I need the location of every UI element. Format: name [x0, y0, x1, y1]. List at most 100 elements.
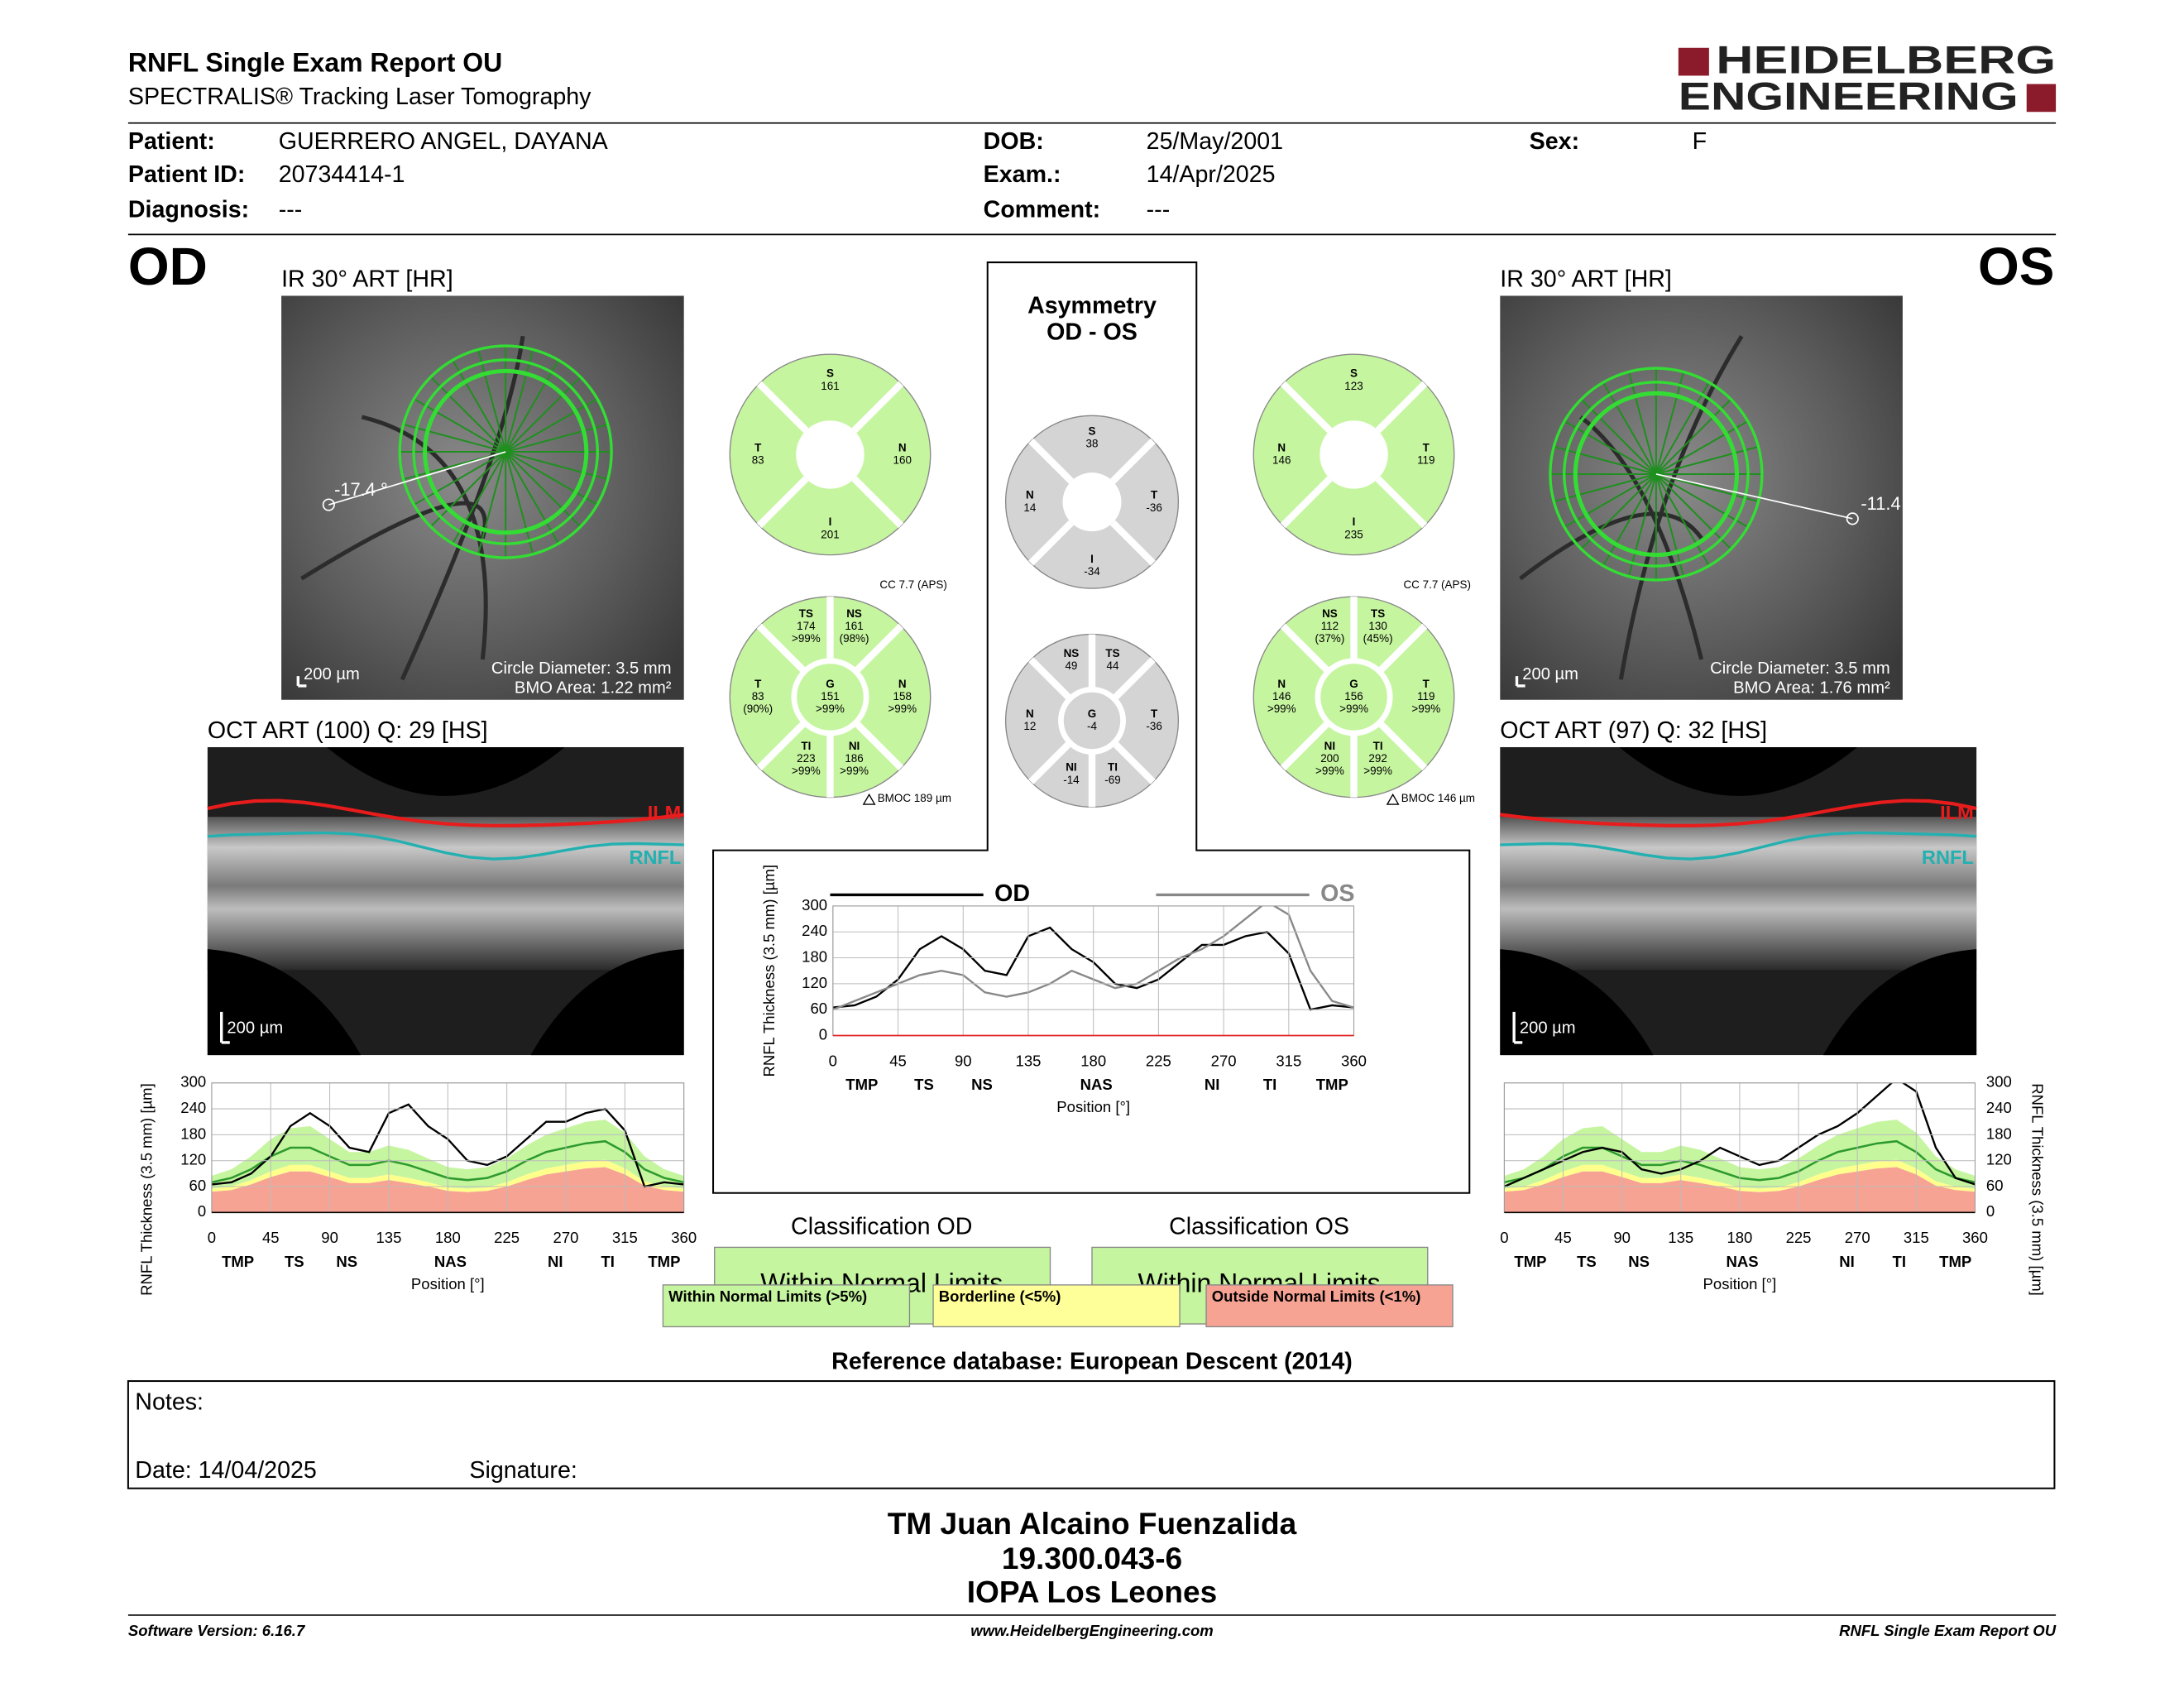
sector-label: I	[1090, 553, 1094, 565]
sector-center	[1320, 420, 1388, 489]
vessel	[300, 501, 487, 581]
vessel	[361, 415, 488, 660]
sector-tick-label: TI	[601, 1253, 614, 1270]
sector-divider	[1110, 438, 1156, 484]
image-title: OCT ART (97) Q: 32 [HS]	[1500, 717, 1767, 744]
notes-signature: Signature:	[469, 1457, 577, 1484]
y-tick-label: 0	[1986, 1202, 1995, 1220]
sector-label: N	[1277, 678, 1286, 690]
sector-value: 49	[1065, 659, 1077, 672]
cc-label: CC 7.7 (APS)	[1403, 578, 1471, 591]
sector-pct: >99%	[840, 765, 869, 777]
x-axis-label: Position [°]	[1703, 1275, 1777, 1292]
sector-label: T	[754, 678, 762, 690]
report-title: RNFL Single Exam Report OU	[128, 47, 502, 77]
sector-value: -36	[1146, 501, 1161, 514]
sector-value: -69	[1104, 774, 1120, 786]
x-tick-label: 270	[1845, 1229, 1870, 1246]
sector-divider	[1280, 476, 1333, 529]
sector-divider	[853, 623, 904, 674]
scan-circle	[412, 358, 599, 545]
scan-circle	[422, 368, 589, 535]
scan-line	[413, 451, 506, 506]
asymmetry-title: Asymmetry	[1027, 293, 1157, 319]
rnfl-line	[1500, 831, 1977, 861]
scan-line	[1602, 473, 1657, 567]
x-axis-label: Position [°]	[1056, 1098, 1130, 1115]
field-value: ---	[1147, 196, 1171, 223]
scale-label: 200 µm	[1520, 1019, 1576, 1037]
x-tick-label: 45	[889, 1052, 907, 1069]
y-axis-label: RNFL Thickness (3.5 mm) [µm]	[760, 865, 778, 1077]
sector-divider	[1375, 381, 1428, 434]
scan-line	[1655, 473, 1732, 550]
sector-label: N	[1277, 441, 1286, 453]
scan-circle	[1563, 381, 1750, 568]
field-label: Diagnosis:	[128, 196, 249, 223]
field-label: Patient ID:	[128, 161, 245, 188]
sector-value: 83	[752, 454, 764, 467]
sector-label: I	[1353, 516, 1356, 528]
field-label: Sex:	[1530, 128, 1579, 155]
sector-label: G	[1088, 707, 1096, 720]
report-subtitle: SPECTRALIS® Tracking Laser Tomography	[128, 84, 592, 110]
sector-value: 156	[1344, 690, 1363, 703]
sector-pct: (45%)	[1363, 632, 1393, 645]
sector-label: T	[754, 441, 762, 453]
x-tick-label: 180	[1727, 1229, 1752, 1246]
notes-box	[127, 1380, 2056, 1489]
y-tick-label: 60	[810, 1000, 827, 1017]
sector-divider	[1028, 438, 1074, 484]
sector-label: TS	[1105, 647, 1119, 659]
sector-value: 161	[821, 380, 839, 392]
sector-divider	[756, 381, 809, 434]
ilm-line	[207, 798, 684, 827]
x-tick-label: 360	[1962, 1229, 1988, 1246]
sector-tick-label: NS	[336, 1253, 357, 1270]
oct-vignette	[326, 746, 565, 796]
sector-divider	[853, 720, 904, 771]
sector-tick-label: NI	[1839, 1253, 1855, 1270]
signer-line: TM Juan Alcaino Fuenzalida	[888, 1506, 1297, 1541]
x-tick-label: 135	[376, 1229, 402, 1246]
sector-center	[791, 658, 869, 736]
sector-center	[1315, 658, 1393, 736]
y-axis-label: RNFL Thickness (3.5 mm) [µm]	[137, 1083, 155, 1296]
y-tick-label: 0	[819, 1025, 827, 1043]
sector-pct: >99%	[792, 765, 821, 777]
x-tick-label: 135	[1668, 1229, 1693, 1246]
y-tick-label: 240	[802, 922, 827, 939]
sector-label: N	[1026, 707, 1034, 720]
scan-line	[1655, 473, 1749, 528]
scan-line	[1655, 372, 1684, 475]
x-tick-label: 225	[1146, 1052, 1171, 1069]
sector-pct: >99%	[1267, 703, 1296, 715]
sector-pct: >99%	[792, 632, 821, 645]
sector-tick-label: NAS	[1727, 1253, 1759, 1270]
notes-label: Notes:	[135, 1389, 204, 1416]
sector-divider	[851, 381, 904, 434]
sector-value: -34	[1084, 565, 1100, 578]
x-tick-label: 360	[671, 1229, 697, 1246]
sector-pct: (37%)	[1315, 632, 1344, 645]
x-tick-label: 45	[1554, 1229, 1572, 1246]
bmoc-label: BMOC 189 µm	[878, 792, 951, 804]
eye-label: OD	[128, 237, 208, 296]
scan-line	[429, 451, 506, 528]
sector-divider	[1280, 623, 1331, 674]
scan-line	[505, 359, 560, 453]
cc-label: CC 7.7 (APS)	[879, 578, 947, 591]
sector-label: N	[898, 441, 907, 453]
scan-line	[505, 451, 560, 544]
sector-center	[1058, 687, 1126, 755]
legend-label: OS	[1320, 880, 1354, 907]
sector-label: G	[826, 678, 834, 690]
scan-line	[452, 359, 507, 453]
eye-label: OS	[1978, 237, 2054, 296]
x-tick-label: 0	[1500, 1229, 1508, 1246]
reference-db: Reference database: European Descent (20…	[831, 1349, 1353, 1375]
y-tick-label: 300	[1986, 1073, 2012, 1091]
sector-divider	[1028, 657, 1073, 702]
y-axis-label: RNFL Thickness (3.5 mm) [µm]	[2029, 1083, 2047, 1296]
sector-value: 123	[1344, 380, 1363, 392]
